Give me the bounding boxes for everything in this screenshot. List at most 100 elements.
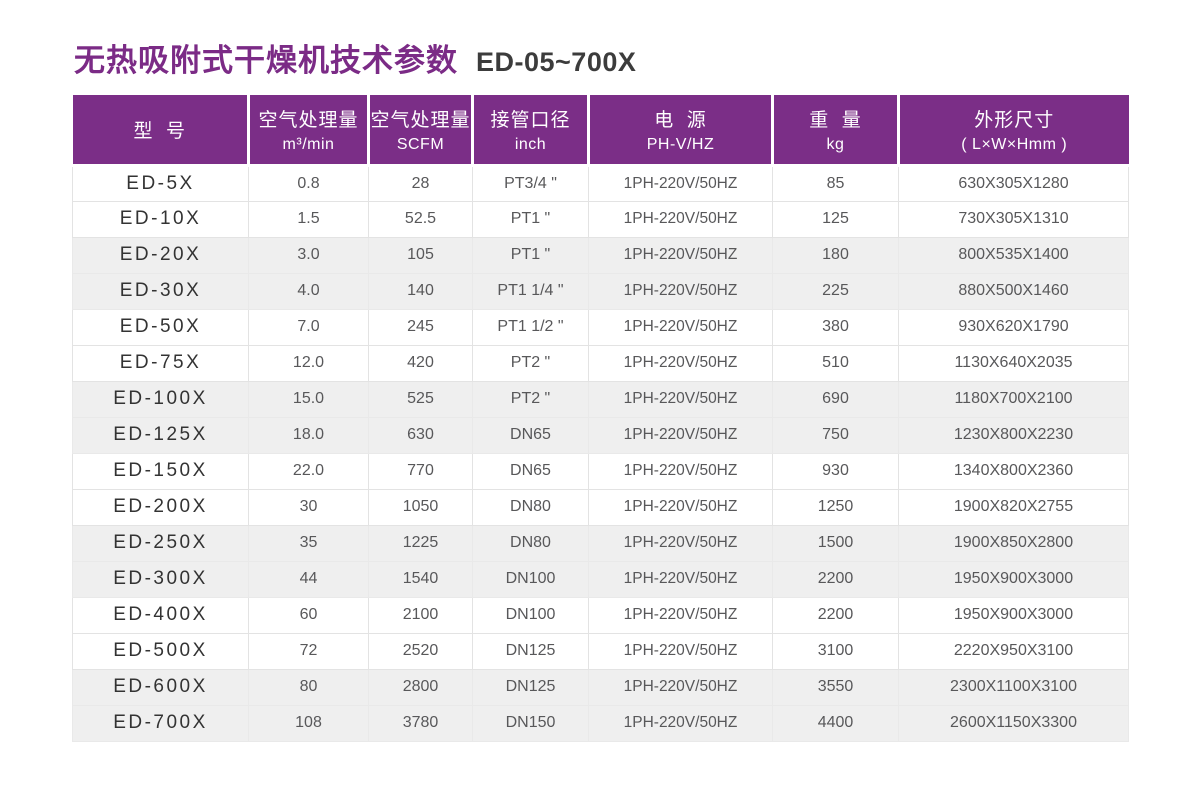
flow-scfm-cell: 52.5 — [368, 200, 473, 238]
flow-scfm-cell: 525 — [368, 380, 473, 418]
power-cell: 1PH-220V/50HZ — [588, 596, 773, 634]
header-dimensions-unit: ( L×W×Hmm ) — [961, 135, 1068, 153]
weight-cell: 125 — [772, 200, 899, 238]
pipe-size-cell: DN125 — [472, 668, 589, 706]
header-cell-model: 型 号 — [72, 95, 250, 167]
dimensions-cell: 2220X950X3100 — [898, 632, 1129, 670]
dimensions-cell: 1950X900X3000 — [898, 560, 1129, 598]
weight-cell: 1500 — [772, 524, 899, 562]
weight-cell: 1250 — [772, 488, 899, 526]
flow-scfm-cell: 1050 — [368, 488, 473, 526]
pipe-size-cell: DN65 — [472, 452, 589, 490]
weight-cell: 930 — [772, 452, 899, 490]
power-cell: 1PH-220V/50HZ — [588, 200, 773, 238]
table-row: ED-400X 60 2100 DN100 1PH-220V/50HZ 2200… — [72, 596, 1129, 634]
weight-cell: 3100 — [772, 632, 899, 670]
table-row: ED-150X 22.0 770 DN65 1PH-220V/50HZ 930 … — [72, 452, 1129, 490]
table-row: ED-5X 0.8 28 PT3/4 " 1PH-220V/50HZ 85 63… — [72, 164, 1129, 202]
flow-m3min-cell: 35 — [248, 524, 369, 562]
table-row: ED-30X 4.0 140 PT1 1/4 " 1PH-220V/50HZ 2… — [72, 272, 1129, 310]
table-row: ED-600X 80 2800 DN125 1PH-220V/50HZ 3550… — [72, 668, 1129, 706]
header-flow-scfm-unit: SCFM — [396, 135, 445, 153]
power-cell: 1PH-220V/50HZ — [588, 524, 773, 562]
header-model-label: 型 号 — [133, 120, 187, 142]
dimensions-cell: 1950X900X3000 — [898, 596, 1129, 634]
pipe-size-cell: DN150 — [472, 704, 589, 742]
model-cell: ED-600X — [72, 668, 249, 706]
pipe-size-cell: DN80 — [472, 524, 589, 562]
power-cell: 1PH-220V/50HZ — [588, 704, 773, 742]
model-cell: ED-10X — [72, 200, 249, 238]
weight-cell: 510 — [772, 344, 899, 382]
model-cell: ED-75X — [72, 344, 249, 382]
dimensions-cell: 800X535X1400 — [898, 236, 1129, 274]
power-cell: 1PH-220V/50HZ — [588, 236, 773, 274]
dimensions-cell: 1230X800X2230 — [898, 416, 1129, 454]
flow-scfm-cell: 420 — [368, 344, 473, 382]
flow-m3min-cell: 80 — [248, 668, 369, 706]
dimensions-cell: 880X500X1460 — [898, 272, 1129, 310]
flow-scfm-cell: 3780 — [368, 704, 473, 742]
power-cell: 1PH-220V/50HZ — [588, 560, 773, 598]
power-cell: 1PH-220V/50HZ — [588, 452, 773, 490]
flow-scfm-cell: 105 — [368, 236, 473, 274]
flow-m3min-cell: 22.0 — [248, 452, 369, 490]
dimensions-cell: 930X620X1790 — [898, 308, 1129, 346]
pipe-size-cell: DN125 — [472, 632, 589, 670]
model-cell: ED-125X — [72, 416, 249, 454]
model-cell: ED-400X — [72, 596, 249, 634]
dimensions-cell: 1900X850X2800 — [898, 524, 1129, 562]
header-flow-m3min-unit: m³/min — [282, 135, 335, 153]
power-cell: 1PH-220V/50HZ — [588, 632, 773, 670]
power-cell: 1PH-220V/50HZ — [588, 668, 773, 706]
power-cell: 1PH-220V/50HZ — [588, 380, 773, 418]
weight-cell: 380 — [772, 308, 899, 346]
table-row: ED-300X 44 1540 DN100 1PH-220V/50HZ 2200… — [72, 560, 1129, 598]
weight-cell: 2200 — [772, 560, 899, 598]
table-row: ED-75X 12.0 420 PT2 " 1PH-220V/50HZ 510 … — [72, 344, 1129, 382]
model-cell: ED-150X — [72, 452, 249, 490]
flow-scfm-cell: 2800 — [368, 668, 473, 706]
table-row: ED-10X 1.5 52.5 PT1 " 1PH-220V/50HZ 125 … — [72, 200, 1129, 238]
pipe-size-cell: PT1 " — [472, 200, 589, 238]
flow-scfm-cell: 245 — [368, 308, 473, 346]
header-power-unit: PH-V/HZ — [646, 135, 715, 153]
table-body: ED-5X 0.8 28 PT3/4 " 1PH-220V/50HZ 85 63… — [72, 164, 1129, 742]
header-power-label: 电 源 — [654, 109, 707, 131]
model-cell: ED-50X — [72, 308, 249, 346]
flow-m3min-cell: 0.8 — [248, 164, 369, 202]
weight-cell: 85 — [772, 164, 899, 202]
model-cell: ED-200X — [72, 488, 249, 526]
table-row: ED-700X 108 3780 DN150 1PH-220V/50HZ 440… — [72, 704, 1129, 742]
flow-scfm-cell: 2100 — [368, 596, 473, 634]
pipe-size-cell: PT2 " — [472, 344, 589, 382]
flow-m3min-cell: 3.0 — [248, 236, 369, 274]
spec-table: 型 号 空气处理量 m³/min 空气处理量 SCFM 接管口径 inch 电 … — [72, 95, 1129, 742]
dimensions-cell: 730X305X1310 — [898, 200, 1129, 238]
page: 无热吸附式干燥机技术参数 ED-05~700X 型 号 空气处理量 m³/min… — [72, 43, 1129, 742]
flow-scfm-cell: 140 — [368, 272, 473, 310]
weight-cell: 2200 — [772, 596, 899, 634]
header-cell-flow-m3min: 空气处理量 m³/min — [248, 95, 370, 167]
pipe-size-cell: PT2 " — [472, 380, 589, 418]
header-pipe-size-unit: inch — [514, 135, 547, 153]
model-cell: ED-250X — [72, 524, 249, 562]
flow-m3min-cell: 72 — [248, 632, 369, 670]
header-flow-m3min-label: 空气处理量 — [258, 109, 359, 131]
dimensions-cell: 2600X1150X3300 — [898, 704, 1129, 742]
table-header: 型 号 空气处理量 m³/min 空气处理量 SCFM 接管口径 inch 电 … — [72, 95, 1129, 167]
header-pipe-size-label: 接管口径 — [490, 109, 571, 131]
flow-m3min-cell: 4.0 — [248, 272, 369, 310]
dimensions-cell: 1180X700X2100 — [898, 380, 1129, 418]
header-flow-scfm-label: 空气处理量 — [370, 109, 471, 131]
header-weight-unit: kg — [826, 135, 845, 153]
power-cell: 1PH-220V/50HZ — [588, 344, 773, 382]
flow-m3min-cell: 18.0 — [248, 416, 369, 454]
flow-m3min-cell: 1.5 — [248, 200, 369, 238]
header-cell-pipe-size: 接管口径 inch — [472, 95, 590, 167]
flow-scfm-cell: 770 — [368, 452, 473, 490]
model-cell: ED-700X — [72, 704, 249, 742]
title-row: 无热吸附式干燥机技术参数 ED-05~700X — [74, 43, 1128, 78]
dimensions-cell: 630X305X1280 — [898, 164, 1129, 202]
table-row: ED-100X 15.0 525 PT2 " 1PH-220V/50HZ 690… — [72, 380, 1129, 418]
